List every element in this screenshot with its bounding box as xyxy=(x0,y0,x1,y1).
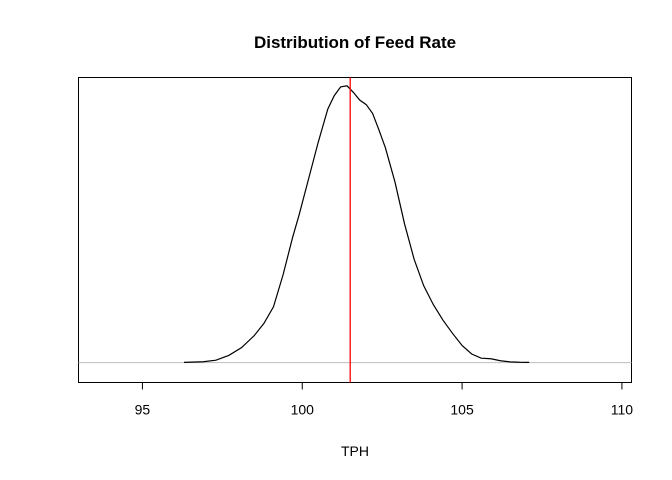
x-tick-label: 100 xyxy=(291,402,315,418)
x-axis: 95 100 105 110 xyxy=(135,382,634,418)
x-tick-label: 105 xyxy=(450,402,474,418)
chart-title: Distribution of Feed Rate xyxy=(254,33,456,52)
x-tick-label: 95 xyxy=(135,402,151,418)
x-tick-label: 110 xyxy=(611,402,634,418)
plot-frame xyxy=(78,77,632,383)
x-axis-label: TPH xyxy=(341,443,369,459)
density-curve xyxy=(183,85,530,363)
